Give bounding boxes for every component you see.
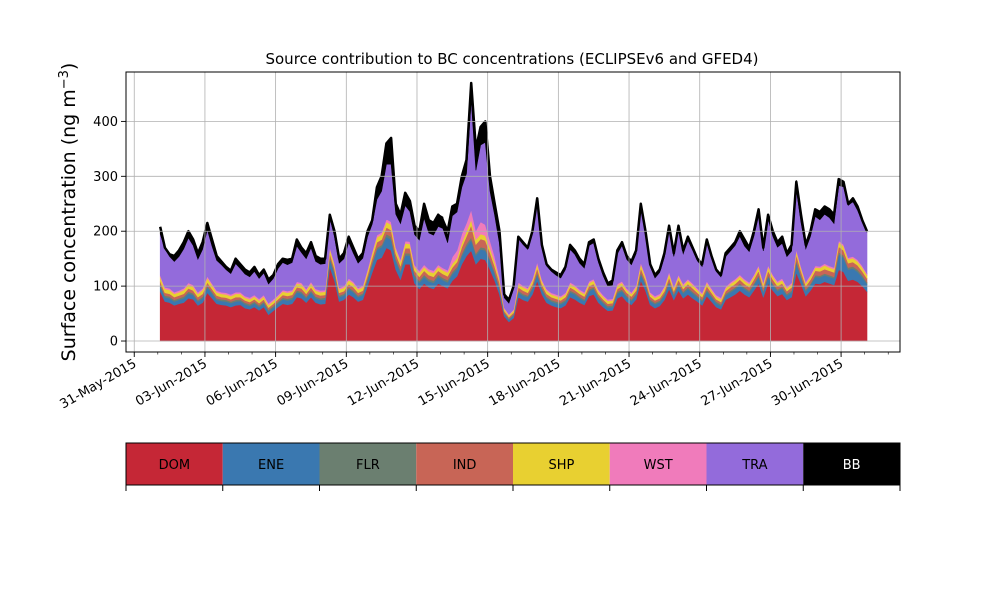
legend: DOM ENE FLR IND SHP WST TRA BB <box>125 442 901 491</box>
x-tick-label: 09-Jun-2015 <box>274 356 351 409</box>
legend-label: BB <box>843 458 861 473</box>
y-axis-label-exponent: −3 <box>57 70 72 89</box>
y-axis-label-suffix: ) <box>58 63 80 70</box>
x-tick-label: 21-Jun-2015 <box>557 356 634 409</box>
legend-label: DOM <box>159 458 190 473</box>
legend-label: IND <box>453 458 477 473</box>
legend-label: ENE <box>258 458 284 473</box>
y-tick-label: 400 <box>93 115 118 130</box>
x-tick-label: 03-Jun-2015 <box>133 356 210 409</box>
x-tick-label: 12-Jun-2015 <box>345 356 422 409</box>
x-axis: 31-May-201503-Jun-201506-Jun-201509-Jun-… <box>58 352 889 412</box>
y-axis-label-text: Surface concentration (ng m <box>58 89 80 361</box>
legend-item-wst: WST <box>609 443 707 485</box>
y-axis-label: Surface concentration (ng m−3) <box>57 63 80 362</box>
legend-item-bb: BB <box>803 443 900 485</box>
x-tick-label: 15-Jun-2015 <box>416 356 493 409</box>
legend-swatch <box>416 443 513 485</box>
x-tick-label: 18-Jun-2015 <box>487 356 564 409</box>
legend-label: FLR <box>356 458 380 473</box>
y-tick-label: 100 <box>93 280 118 295</box>
legend-item-shp: SHP <box>513 443 610 485</box>
x-tick-label: 31-May-2015 <box>58 356 140 412</box>
legend-swatch <box>803 443 900 485</box>
y-axis: 0 100 200 300 400 <box>93 115 126 350</box>
legend-swatch <box>706 443 804 485</box>
legend-label: TRA <box>741 458 767 473</box>
legend-swatch <box>319 443 417 485</box>
x-tick-label: 27-Jun-2015 <box>699 356 776 409</box>
legend-label: SHP <box>548 458 574 473</box>
x-tick-label: 30-Jun-2015 <box>769 356 846 409</box>
legend-swatch <box>609 443 707 485</box>
plot-frame <box>125 71 901 353</box>
legend-swatch <box>222 443 320 485</box>
y-tick-label: 200 <box>93 225 118 240</box>
legend-item-ind: IND <box>416 443 513 485</box>
legend-item-dom: DOM <box>126 443 223 485</box>
legend-item-tra: TRA <box>706 443 804 485</box>
legend-item-flr: FLR <box>319 443 417 485</box>
legend-swatch <box>126 443 223 485</box>
legend-swatch <box>513 443 610 485</box>
y-tick-label: 0 <box>110 335 118 350</box>
plot-area <box>125 71 901 353</box>
x-tick-label: 24-Jun-2015 <box>628 356 705 409</box>
legend-label: WST <box>644 458 673 473</box>
chart-title: Source contribution to BC concentrations… <box>265 50 758 68</box>
x-tick-label: 06-Jun-2015 <box>204 356 281 409</box>
legend-item-ene: ENE <box>222 443 320 485</box>
y-tick-label: 300 <box>93 170 118 185</box>
